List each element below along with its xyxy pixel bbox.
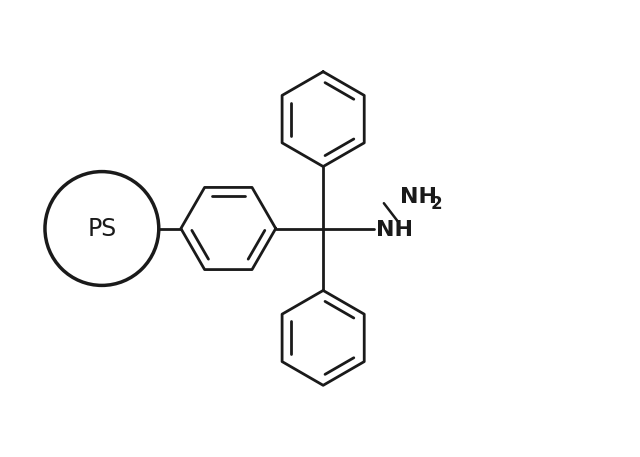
- Text: PS: PS: [87, 217, 116, 240]
- Text: NH: NH: [400, 187, 437, 207]
- Text: NH: NH: [376, 220, 413, 240]
- Text: 2: 2: [431, 196, 442, 213]
